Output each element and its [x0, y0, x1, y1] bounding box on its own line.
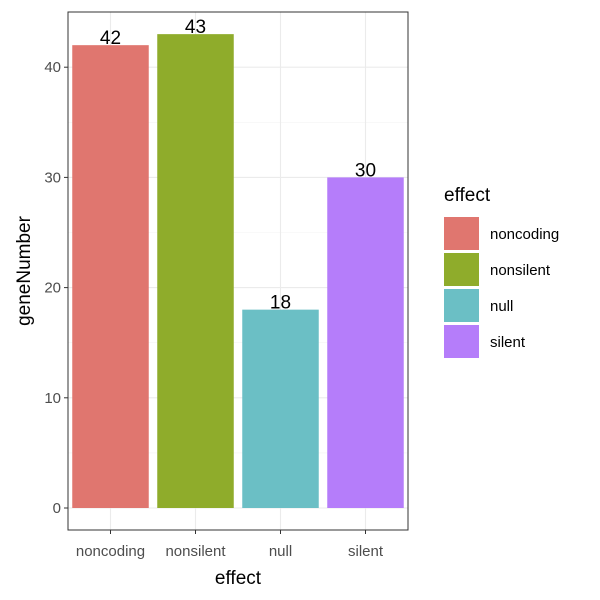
x-tick-label-noncoding: noncoding: [76, 543, 145, 560]
y-tick-label: 20: [44, 280, 61, 297]
bar-nonsilent: [157, 34, 234, 508]
legend-label-nonsilent: nonsilent: [490, 262, 551, 279]
bar-noncoding: [72, 45, 149, 508]
legend-swatch-noncoding: [444, 217, 479, 250]
x-axis-title: effect: [215, 568, 262, 589]
legend: effect noncoding nonsilent null silent: [444, 185, 559, 358]
legend-label-null: null: [490, 298, 513, 315]
legend-swatch-nonsilent: [444, 253, 479, 286]
data-label-noncoding: 42: [100, 28, 121, 49]
y-tick-label: 10: [44, 390, 61, 407]
bar-silent: [327, 177, 404, 508]
legend-label-noncoding: noncoding: [490, 226, 559, 243]
data-labels: 42 43 18 30: [100, 17, 376, 314]
plot-border: [67, 11, 409, 531]
data-label-silent: 30: [355, 160, 376, 181]
legend-swatch-silent: [444, 325, 479, 358]
x-axis: noncoding nonsilent null silent: [76, 530, 384, 560]
y-tick-label: 40: [44, 59, 61, 76]
legend-swatch-null: [444, 289, 479, 322]
legend-title: effect: [444, 185, 491, 206]
y-tick-label: 30: [44, 169, 61, 186]
y-axis: 0 10 20 30 40: [44, 59, 68, 517]
x-tick-label-silent: silent: [348, 543, 384, 560]
bars: [72, 34, 404, 508]
bar-null: [242, 309, 319, 508]
legend-label-silent: silent: [490, 334, 526, 351]
x-tick-label-nonsilent: nonsilent: [165, 543, 226, 560]
data-label-nonsilent: 43: [185, 17, 206, 38]
x-tick-label-null: null: [269, 543, 292, 560]
data-label-null: 18: [270, 293, 291, 314]
y-axis-title: geneNumber: [14, 215, 35, 326]
y-tick-label: 0: [53, 500, 61, 517]
